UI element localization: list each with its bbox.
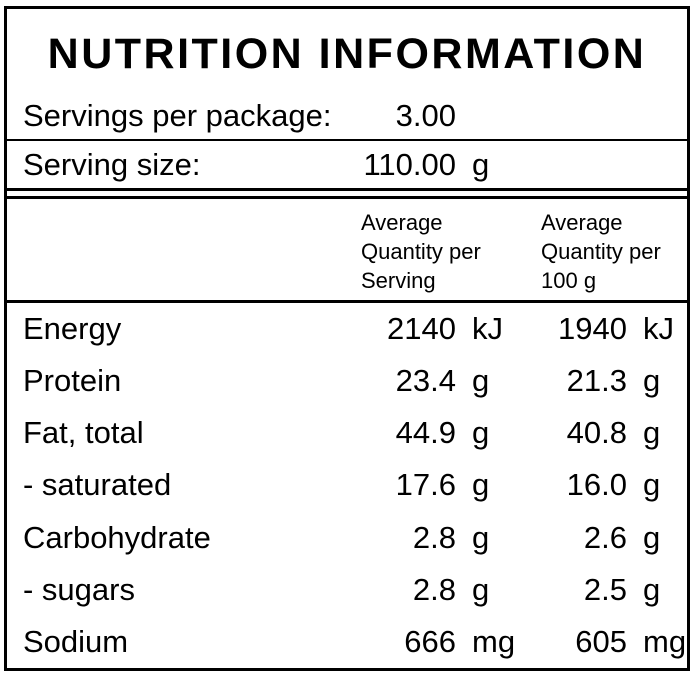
table-row-sugars: - sugars 2.8 g 2.5 g (7, 564, 687, 616)
per-serving-unit: mg (472, 623, 516, 659)
nutrient-name: Energy (23, 311, 122, 347)
per-serving-unit: g (472, 519, 490, 555)
table-row-carbohydrate: Carbohydrate 2.8 g 2.6 g (7, 512, 687, 564)
per-serving-value: 2140 (387, 311, 456, 347)
servings-per-package-row: Servings per package: 3.00 (7, 93, 687, 139)
per-100g-value: 2.5 (583, 571, 627, 607)
nutrition-information-panel: NUTRITION INFORMATION Servings per packa… (4, 6, 690, 671)
per-100g-unit: g (643, 519, 661, 555)
per-serving-value: 666 (404, 623, 456, 659)
per-serving-value: 23.4 (395, 363, 456, 399)
nutrient-name: Fat, total (23, 415, 144, 451)
per-100g-unit: kJ (643, 311, 674, 347)
nutrient-name: Protein (23, 363, 122, 399)
table-row-protein: Protein 23.4 g 21.3 g (7, 355, 687, 407)
servings-per-package-value: 3.00 (395, 98, 456, 133)
section-divider-double (7, 188, 687, 199)
per-serving-value: 2.8 (412, 571, 456, 607)
per-100g-value: 40.8 (566, 415, 627, 451)
per-100g-unit: g (643, 363, 661, 399)
per-serving-value: 17.6 (395, 467, 456, 503)
panel-title: NUTRITION INFORMATION (47, 29, 647, 78)
serving-size-label: Serving size: (23, 146, 201, 182)
per-100g-unit: g (643, 415, 661, 451)
nutrient-name: - sugars (23, 571, 135, 607)
per-100g-unit: g (643, 467, 661, 503)
per-100g-value: 2.6 (583, 519, 627, 555)
table-row-sodium: Sodium 666 mg 605 mg (7, 616, 687, 668)
per-100g-value: 21.3 (566, 363, 627, 399)
per-100g-value: 16.0 (566, 467, 627, 503)
table-row-saturated-fat: - saturated 17.6 g 16.0 g (7, 459, 687, 511)
per-100g-value: 605 (575, 623, 627, 659)
per-serving-unit: g (472, 363, 490, 399)
per-100g-unit: g (643, 571, 661, 607)
per-serving-unit: g (472, 571, 490, 607)
servings-per-package-label: Servings per package: (23, 98, 332, 133)
nutrient-name: Carbohydrate (23, 519, 211, 555)
serving-size-row: Serving size: 110.00 g (7, 141, 687, 188)
table-row-energy: Energy 2140 kJ 1940 kJ (7, 303, 687, 355)
column-header-per-100g: Average Quantity per 100 g (541, 210, 661, 293)
column-header-row: Average Quantity per Serving Average Qua… (7, 199, 687, 300)
panel-header: NUTRITION INFORMATION (7, 9, 687, 93)
per-serving-unit: kJ (472, 311, 503, 347)
header-divider (7, 300, 687, 303)
per-serving-value: 44.9 (395, 415, 456, 451)
per-serving-unit: g (472, 415, 490, 451)
serving-size-value: 110.00 (363, 146, 456, 182)
serving-info-divider (7, 139, 687, 141)
nutrient-name: Sodium (23, 623, 129, 659)
per-serving-value: 2.8 (412, 519, 456, 555)
serving-size-unit: g (472, 146, 490, 182)
column-header-per-serving: Average Quantity per Serving (361, 210, 481, 293)
table-row-fat-total: Fat, total 44.9 g 40.8 g (7, 407, 687, 459)
nutrient-table: Energy 2140 kJ 1940 kJ Protein 23.4 g 21… (7, 303, 687, 668)
per-100g-unit: mg (643, 623, 687, 659)
nutrient-name: - saturated (23, 467, 172, 503)
per-100g-value: 1940 (558, 311, 627, 347)
per-serving-unit: g (472, 467, 490, 503)
